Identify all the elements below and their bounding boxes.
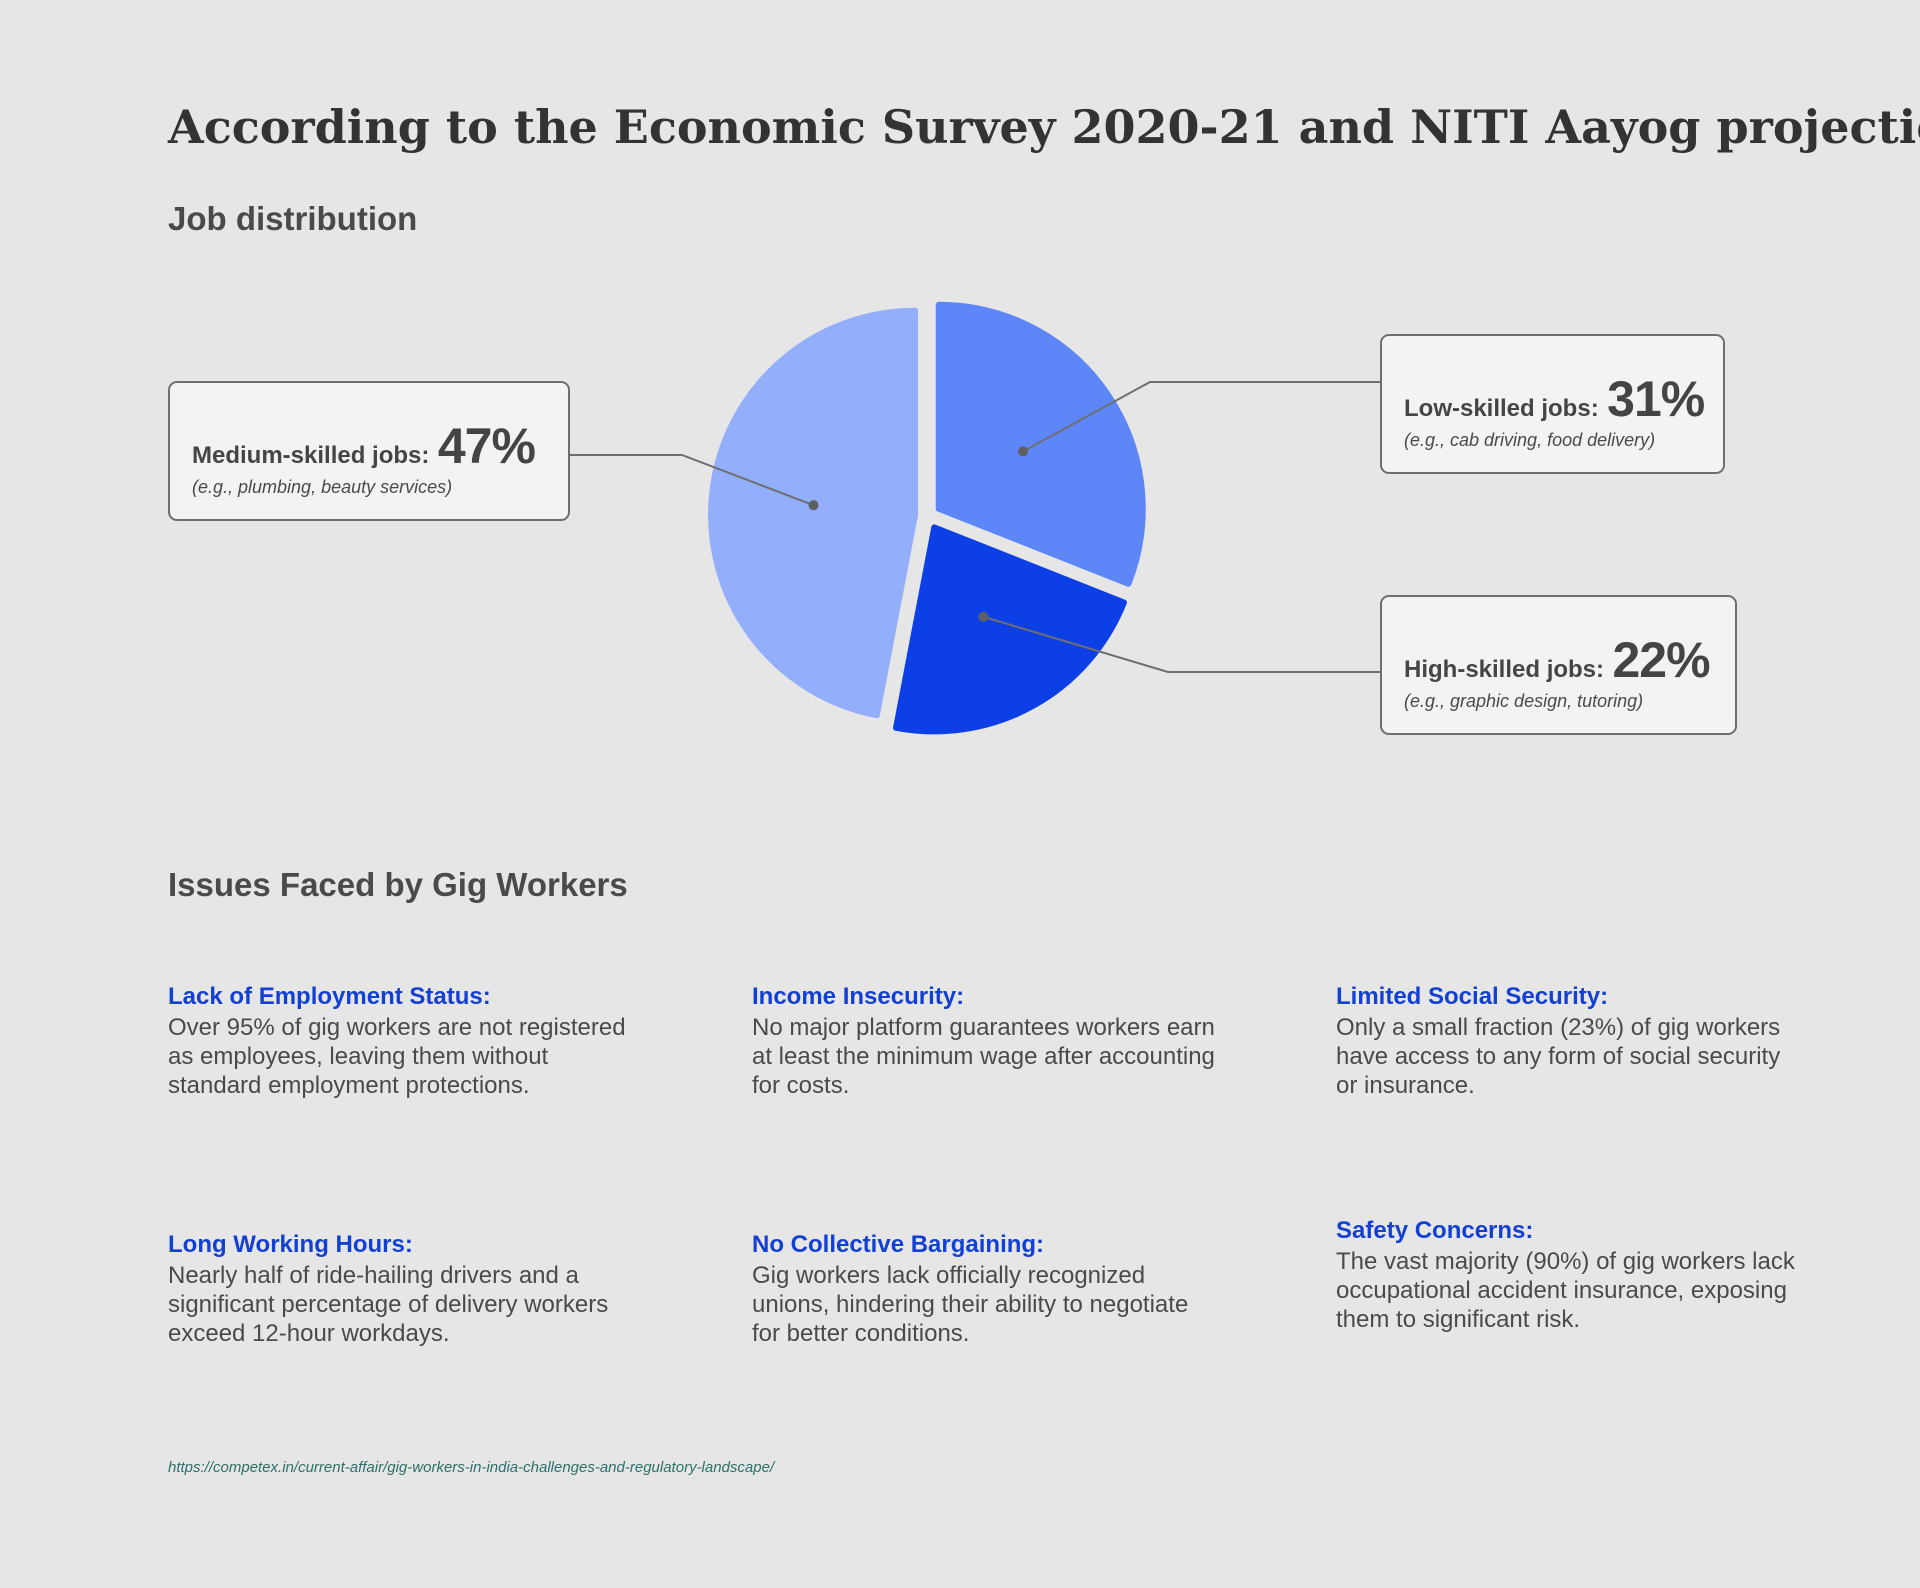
slice-value-medium: 47%	[437, 418, 536, 474]
leader-dot-high	[978, 611, 989, 622]
slice-example-high: (e.g., graphic design, tutoring)	[1404, 691, 1644, 711]
issue-body: No major platform guarantees workers ear…	[752, 1014, 1215, 1099]
pie-slice-medium	[708, 307, 919, 719]
leader-line-low	[1022, 381, 1380, 453]
pie-slice-low	[935, 301, 1146, 587]
issue-heading: Lack of Employment Status:	[168, 983, 491, 1010]
issue-body: Nearly half of ride-hailing drivers and …	[168, 1262, 609, 1347]
source-link[interactable]: https://competex.in/current-affair/gig-w…	[168, 1459, 775, 1476]
issues-title: Issues Faced by Gig Workers	[168, 866, 628, 903]
leader-dot-low	[1018, 446, 1029, 457]
pie-slice-high	[893, 524, 1127, 735]
callout-low-skilled: Low-skilled jobs: 31% (e.g., cab driving…	[1380, 334, 1725, 474]
slice-value-low: 31%	[1607, 371, 1705, 427]
callout-high-skilled: High-skilled jobs: 22% (e.g., graphic de…	[1380, 595, 1737, 735]
chart-title: Job distribution	[168, 200, 418, 237]
issue-heading: No Collective Bargaining:	[752, 1231, 1045, 1258]
slice-example-low: (e.g., cab driving, food delivery)	[1404, 430, 1656, 450]
issue-item: Limited Social Security: Only a small fr…	[1336, 983, 1806, 1100]
issue-item: Safety Concerns: The vast majority (90%)…	[1336, 1217, 1806, 1334]
issue-body: Over 95% of gig workers are not register…	[168, 1014, 626, 1099]
issue-body: Only a small fraction (23%) of gig worke…	[1336, 1014, 1781, 1099]
issue-body: The vast majority (90%) of gig workers l…	[1336, 1248, 1795, 1333]
callout-medium-skilled: Medium-skilled jobs: 47% (e.g., plumbing…	[168, 381, 570, 521]
leader-line-medium	[570, 454, 814, 507]
slice-example-medium: (e.g., plumbing, beauty services)	[192, 477, 453, 497]
issue-heading: Long Working Hours:	[168, 1231, 413, 1258]
leader-dot-medium	[808, 500, 819, 511]
slice-label-high: High-skilled jobs:	[1404, 656, 1605, 683]
pie-chart	[570, 301, 1380, 735]
slice-value-high: 22%	[1612, 632, 1710, 688]
issue-heading: Limited Social Security:	[1336, 983, 1609, 1010]
issue-heading: Income Insecurity:	[752, 983, 965, 1010]
slice-label-medium: Medium-skilled jobs:	[192, 442, 430, 469]
page-title: According to the Economic Survey 2020-21…	[168, 100, 1920, 154]
issue-item: Lack of Employment Status: Over 95% of g…	[168, 983, 638, 1100]
issue-item: Long Working Hours: Nearly half of ride-…	[168, 1231, 638, 1348]
issue-body: Gig workers lack officially recognized u…	[752, 1262, 1189, 1347]
slice-label-low: Low-skilled jobs:	[1404, 395, 1599, 422]
leader-line-high	[983, 615, 1380, 673]
issue-item: No Collective Bargaining: Gig workers la…	[752, 1231, 1222, 1348]
issue-heading: Safety Concerns:	[1336, 1217, 1534, 1244]
issue-item: Income Insecurity: No major platform gua…	[752, 983, 1222, 1100]
